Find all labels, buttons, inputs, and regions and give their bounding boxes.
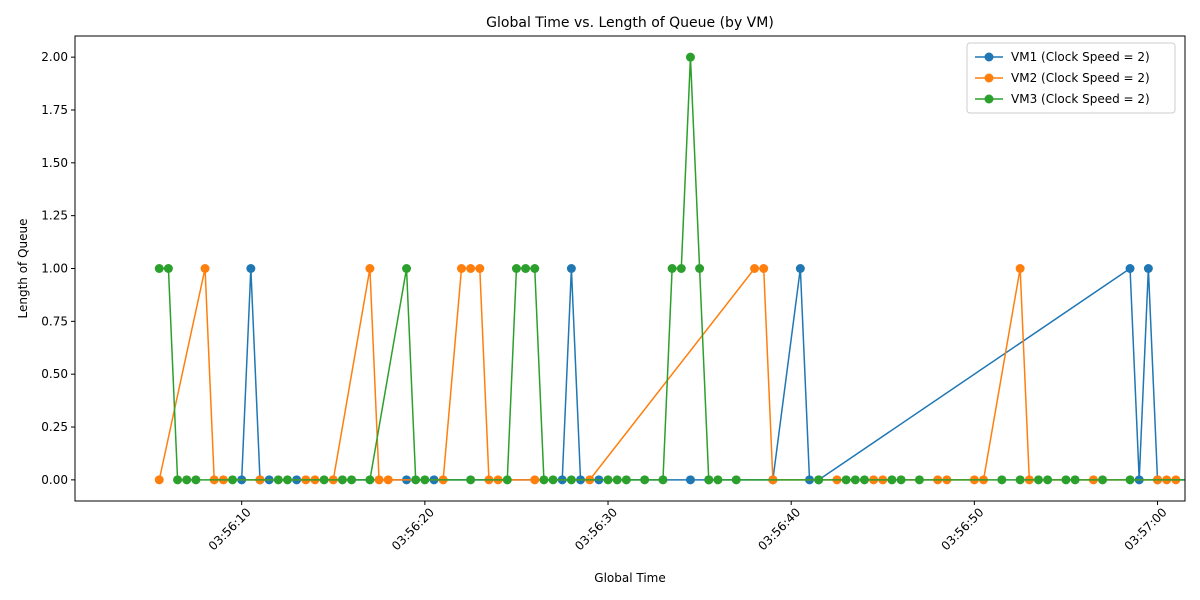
data-point	[347, 475, 357, 485]
y-tick-label: 1.50	[41, 156, 68, 170]
data-point	[750, 264, 760, 273]
data-point	[1125, 475, 1135, 485]
legend-box	[966, 42, 1176, 114]
legend-label: VM1 (Clock Speed = 2)	[1011, 50, 1150, 64]
chart-title: Global Time vs. Length of Queue (by VM)	[486, 15, 774, 31]
data-point	[1043, 475, 1053, 485]
data-point	[640, 475, 650, 485]
y-tick-label: 0.50	[41, 367, 68, 381]
data-point	[502, 475, 512, 485]
data-point	[173, 475, 183, 485]
data-point	[997, 475, 1007, 485]
data-point	[511, 264, 521, 273]
legend-item-1: VM1 (Clock Speed = 2)	[975, 50, 1150, 64]
data-point	[603, 475, 613, 485]
series-3	[154, 52, 1185, 485]
data-point	[1033, 475, 1043, 485]
data-point	[676, 264, 686, 273]
legend-swatch-marker	[984, 52, 994, 62]
data-point	[859, 475, 869, 485]
data-point	[704, 475, 714, 485]
data-point	[191, 475, 201, 485]
plot-frame	[74, 35, 1186, 502]
legend-label: VM3 (Clock Speed = 2)	[1011, 92, 1150, 106]
data-point	[374, 475, 384, 485]
data-point	[475, 264, 485, 273]
y-axis: 0.00 0.25 0.50 0.75 1.00 1.25 1.50 1.75 2.00	[41, 50, 75, 487]
data-point	[658, 475, 668, 485]
data-point	[154, 475, 164, 485]
data-point	[420, 475, 430, 485]
y-tick-label: 1.75	[41, 103, 68, 117]
data-point	[731, 475, 741, 485]
data-point	[896, 475, 906, 485]
data-point	[548, 475, 558, 485]
data-point	[685, 475, 695, 485]
data-point	[365, 264, 375, 273]
y-tick-label: 2.00	[41, 50, 68, 64]
data-point	[566, 475, 576, 485]
data-point	[530, 475, 540, 485]
data-point	[566, 264, 576, 273]
data-point	[539, 475, 549, 485]
data-point	[282, 475, 292, 485]
data-point	[1098, 475, 1108, 485]
data-point	[621, 475, 631, 485]
y-tick-label: 1.00	[41, 262, 68, 276]
data-point	[182, 475, 192, 485]
data-point	[466, 264, 476, 273]
data-point	[228, 475, 238, 485]
legend-item-3: VM3 (Clock Speed = 2)	[975, 92, 1150, 106]
data-point	[200, 264, 210, 273]
data-point	[411, 475, 421, 485]
data-point	[841, 475, 851, 485]
data-point	[1015, 264, 1025, 273]
y-tick-label: 0.00	[41, 473, 68, 487]
data-point	[759, 264, 769, 273]
data-point	[154, 264, 164, 273]
data-point	[612, 475, 622, 485]
data-point	[273, 475, 283, 485]
data-point	[1143, 264, 1153, 273]
data-point	[887, 475, 897, 485]
data-point	[365, 475, 375, 485]
y-axis-label: Length of Queue	[16, 218, 30, 318]
legend-label: VM2 (Clock Speed = 2)	[1011, 71, 1150, 85]
legend-swatch-marker	[984, 73, 994, 83]
data-point	[713, 475, 723, 485]
data-point	[319, 475, 329, 485]
data-point	[814, 475, 824, 485]
data-point	[402, 264, 412, 273]
y-tick-label: 0.75	[41, 314, 68, 328]
data-point	[850, 475, 860, 485]
data-point	[1125, 264, 1135, 273]
data-point	[695, 264, 705, 273]
x-axis-label: Global Time	[594, 571, 665, 585]
data-point	[667, 264, 677, 273]
data-point	[383, 475, 393, 485]
legend: VM1 (Clock Speed = 2) VM2 (Clock Speed = …	[966, 42, 1176, 114]
data-point	[521, 264, 531, 273]
data-point	[337, 475, 347, 485]
data-point	[1015, 475, 1025, 485]
data-point	[466, 475, 476, 485]
data-point	[914, 475, 924, 485]
legend-swatch-marker	[984, 94, 994, 104]
y-tick-label: 1.25	[41, 209, 68, 223]
data-point	[1061, 475, 1071, 485]
data-point	[163, 264, 173, 273]
data-point	[1070, 475, 1080, 485]
legend-item-2: VM2 (Clock Speed = 2)	[975, 71, 1150, 85]
series-layer	[154, 52, 1185, 485]
data-point	[246, 264, 256, 273]
data-point	[456, 264, 466, 273]
data-point	[530, 264, 540, 273]
data-point	[685, 52, 695, 62]
y-tick-label: 0.25	[41, 420, 68, 434]
data-point	[795, 264, 805, 273]
